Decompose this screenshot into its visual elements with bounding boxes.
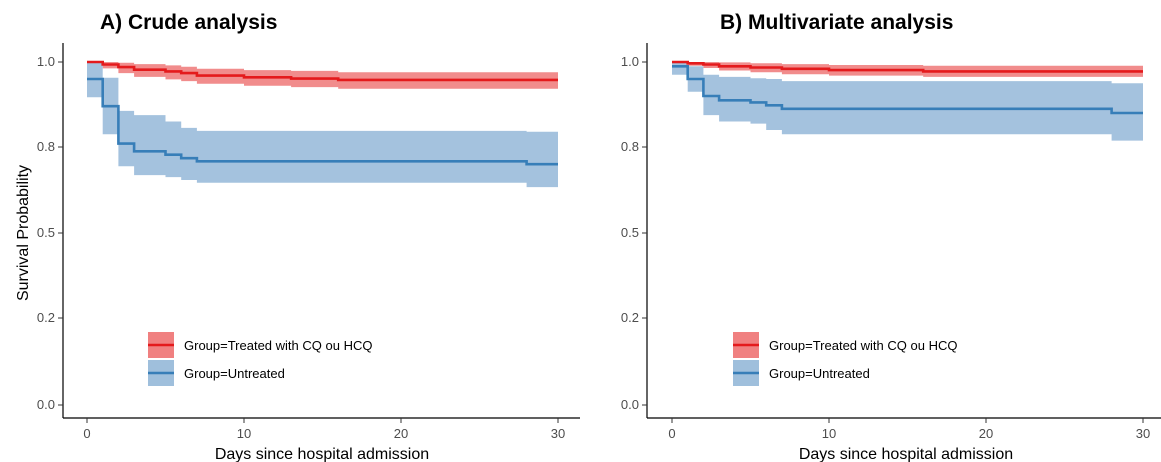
x-tick-label: 30 bbox=[551, 426, 565, 441]
x-axis-title: Days since hospital admission bbox=[215, 446, 429, 462]
ci-band-untreated bbox=[672, 62, 1143, 141]
y-tick-label: 0.2 bbox=[37, 310, 55, 325]
x-tick-label: 10 bbox=[822, 426, 836, 441]
y-tick-label: 0.0 bbox=[621, 397, 639, 412]
x-tick-label: 10 bbox=[237, 426, 251, 441]
legend-label: Group=Untreated bbox=[184, 366, 285, 381]
x-tick-label: 0 bbox=[668, 426, 675, 441]
plot-area: 0.0 0.2 0.5 0.8 1.0 0 10 20 30 Group=Treated with… bbox=[621, 43, 1161, 441]
y-tick-label: 0.5 bbox=[37, 225, 55, 240]
y-tick-label: 0.0 bbox=[37, 397, 55, 412]
x-tick-label: 20 bbox=[394, 426, 408, 441]
y-tick-label: 0.5 bbox=[621, 225, 639, 240]
legend: Group=Treated with CQ ou HCQ Group=Untrea… bbox=[733, 332, 957, 386]
y-tick-label: 1.0 bbox=[37, 54, 55, 69]
x-tick-label: 0 bbox=[83, 426, 90, 441]
x-tick-label: 20 bbox=[979, 426, 993, 441]
legend-label: Group=Untreated bbox=[769, 366, 870, 381]
panel-title: A) Crude analysis bbox=[100, 11, 277, 34]
legend: Group=Treated with CQ ou HCQ Group=Untrea… bbox=[148, 332, 372, 386]
y-tick-label: 0.8 bbox=[621, 139, 639, 154]
ci-band-untreated bbox=[87, 62, 558, 188]
panel-multivariate-analysis: B) Multivariate analysis Days since hosp… bbox=[621, 11, 1161, 462]
panel-title: B) Multivariate analysis bbox=[720, 11, 953, 34]
y-tick-label: 1.0 bbox=[621, 54, 639, 69]
x-tick-label: 30 bbox=[1136, 426, 1150, 441]
y-axis-title: Survival Probability bbox=[15, 165, 32, 301]
panel-crude-analysis: A) Crude analysis Survival Probability D… bbox=[15, 11, 580, 462]
legend-label: Group=Treated with CQ ou HCQ bbox=[769, 338, 957, 353]
plot-area: 0.0 0.2 0.5 0.8 1.0 0 10 20 30 Group=Treated with… bbox=[37, 43, 580, 441]
ci-band-treated bbox=[87, 62, 558, 89]
legend-label: Group=Treated with CQ ou HCQ bbox=[184, 338, 372, 353]
y-tick-label: 0.8 bbox=[37, 139, 55, 154]
survival-curve-treated bbox=[87, 60, 558, 82]
x-axis-title: Days since hospital admission bbox=[799, 446, 1013, 462]
y-tick-label: 0.2 bbox=[621, 310, 639, 325]
survival-curve-treated bbox=[672, 60, 1143, 73]
survival-curve-untreated bbox=[87, 77, 558, 166]
survival-curve-untreated bbox=[672, 65, 1143, 115]
